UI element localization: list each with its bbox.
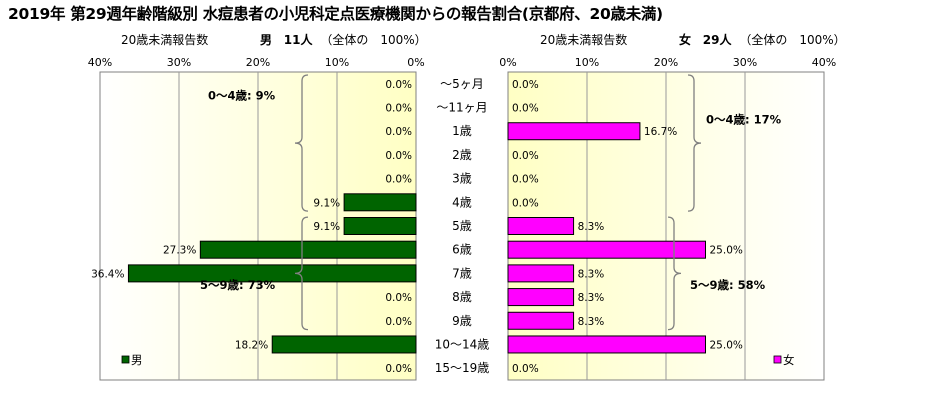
age-category-label: ～11ヶ月 [436, 101, 487, 115]
female-bar [507, 311, 575, 330]
female-data-label: 16.7% [644, 126, 677, 138]
female-data-label: 8.3% [578, 221, 605, 233]
chart-title: 2019年 第29週年齢階級別 水痘患者の小児科定点医療機関からの報告割合(京都… [8, 5, 663, 23]
male-bar [343, 193, 417, 212]
right-annotation-0-4: 0～4歳: 17% [706, 112, 782, 126]
left-x-tick-label: 10% [325, 56, 349, 69]
left-brace-5-9 [294, 216, 309, 331]
right-subtitle-count: 29人 [702, 33, 732, 47]
age-category-label: 2歳 [452, 148, 472, 162]
female-data-label: 8.3% [578, 268, 605, 280]
female-data-label: 0.0% [512, 197, 539, 209]
left-x-tick-label: 20% [246, 56, 270, 69]
right-subtitle-sex: 女 [678, 33, 691, 47]
right-brace-0-4 [687, 74, 702, 212]
age-category-label: 6歳 [452, 243, 472, 257]
female-data-label: 0.0% [512, 79, 539, 91]
female-bar [507, 240, 706, 259]
age-category-label: 5歳 [452, 219, 472, 233]
right-x-tick-label: 0% [499, 56, 516, 69]
left-subtitle-total: （全体の 100%） [320, 33, 427, 47]
left-subtitle-sex: 男 [259, 33, 272, 47]
right-brace-5-9 [667, 216, 682, 331]
age-category-label: ～5ヶ月 [440, 77, 484, 91]
male-bar [199, 240, 417, 259]
right-x-tick-label: 10% [575, 56, 599, 69]
right-subtitle: 20歳未満報告数 女 29人 （全体の 100%） [540, 31, 846, 48]
female-legend-swatch [773, 355, 782, 364]
female-data-label: 8.3% [578, 316, 605, 328]
right-x-tick-label: 40% [812, 56, 836, 69]
left-annotation-0-4: 0～4歳: 9% [208, 89, 276, 103]
age-category-label: 9歳 [452, 314, 472, 328]
female-bar [507, 335, 706, 354]
age-category-label: 1歳 [452, 124, 472, 138]
male-bar [271, 335, 417, 354]
female-data-label: 0.0% [512, 363, 539, 375]
female-data-label: 25.0% [710, 245, 743, 257]
male-data-label: 0.0% [385, 103, 412, 115]
male-legend-swatch [121, 355, 130, 364]
age-category-label: 15～19歳 [435, 361, 490, 375]
female-bar [507, 217, 575, 235]
male-data-label: 0.0% [385, 292, 412, 304]
right-x-tick-label: 20% [654, 56, 678, 69]
male-data-label: 36.4% [91, 268, 124, 280]
right-annotation-5-9: 5～9歳: 58% [690, 278, 766, 292]
male-data-label: 18.2% [235, 339, 268, 351]
left-subtitle: 20歳未満報告数 男 11人 （全体の 100%） [121, 31, 427, 48]
male-data-label: 0.0% [385, 126, 412, 138]
male-data-label: 0.0% [385, 363, 412, 375]
male-data-label: 0.0% [385, 150, 412, 162]
age-category-label: 8歳 [452, 290, 472, 304]
male-data-label: 0.0% [385, 316, 412, 328]
female-data-label: 8.3% [578, 292, 605, 304]
male-data-label: 9.1% [313, 221, 340, 233]
age-category-label: 3歳 [452, 172, 472, 186]
female-data-label: 25.0% [710, 339, 743, 351]
female-data-label: 0.0% [512, 103, 539, 115]
left-subtitle-count: 11人 [283, 33, 313, 47]
male-bar [343, 217, 417, 235]
left-x-tick-label: 40% [88, 56, 112, 69]
male-bar [127, 264, 417, 283]
left-annotation-5-9: 5～9歳: 73% [200, 278, 276, 292]
left-subtitle-label: 20歳未満報告数 [121, 33, 209, 47]
right-x-tick-label: 30% [733, 56, 757, 69]
male-data-label: 9.1% [313, 197, 340, 209]
female-bar [507, 264, 575, 283]
left-x-tick-label: 0% [407, 56, 424, 69]
female-legend-label: 女 [783, 353, 795, 367]
age-category-label: 7歳 [452, 266, 472, 280]
left-brace-0-4 [294, 74, 309, 212]
male-data-label: 0.0% [385, 79, 412, 91]
age-category-label: 4歳 [452, 195, 472, 209]
male-data-label: 27.3% [163, 245, 196, 257]
female-data-label: 0.0% [512, 150, 539, 162]
age-category-label: 10～14歳 [435, 337, 490, 351]
female-data-label: 0.0% [512, 174, 539, 186]
male-legend-label: 男 [131, 353, 143, 367]
female-bar [507, 122, 641, 141]
male-data-label: 0.0% [385, 174, 412, 186]
left-x-tick-label: 30% [167, 56, 191, 69]
right-subtitle-label: 20歳未満報告数 [540, 33, 628, 47]
female-bar [507, 288, 575, 307]
right-subtitle-total: （全体の 100%） [739, 33, 846, 47]
